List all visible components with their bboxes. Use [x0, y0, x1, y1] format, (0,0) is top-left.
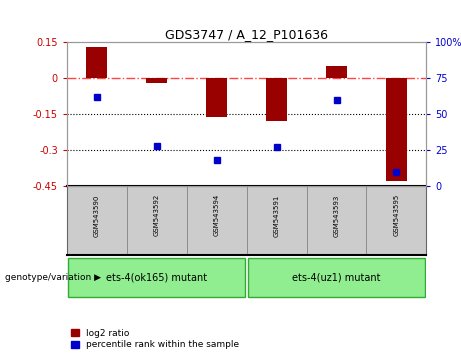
Bar	[68, 258, 245, 297]
Bar	[366, 186, 426, 255]
Bar	[206, 78, 227, 116]
Text: genotype/variation ▶: genotype/variation ▶	[5, 273, 100, 281]
Text: ets-4(uz1) mutant: ets-4(uz1) mutant	[292, 272, 381, 282]
Bar	[386, 78, 407, 181]
Text: GSM543591: GSM543591	[273, 194, 280, 236]
Bar	[67, 186, 127, 255]
Bar	[266, 78, 287, 121]
Text: GSM543592: GSM543592	[154, 194, 160, 236]
Text: GSM543593: GSM543593	[333, 194, 340, 236]
Bar	[187, 186, 247, 255]
Bar	[307, 186, 366, 255]
Bar	[86, 47, 107, 78]
Bar	[247, 186, 307, 255]
Legend: log2 ratio, percentile rank within the sample: log2 ratio, percentile rank within the s…	[71, 329, 239, 349]
Text: ets-4(ok165) mutant: ets-4(ok165) mutant	[106, 272, 207, 282]
Text: GSM543595: GSM543595	[393, 194, 400, 236]
Bar	[326, 67, 347, 78]
Text: GSM543594: GSM543594	[213, 194, 220, 236]
Bar	[127, 186, 187, 255]
Text: GSM543590: GSM543590	[94, 194, 100, 236]
Title: GDS3747 / A_12_P101636: GDS3747 / A_12_P101636	[165, 28, 328, 41]
Bar	[248, 258, 425, 297]
Bar	[146, 78, 167, 83]
